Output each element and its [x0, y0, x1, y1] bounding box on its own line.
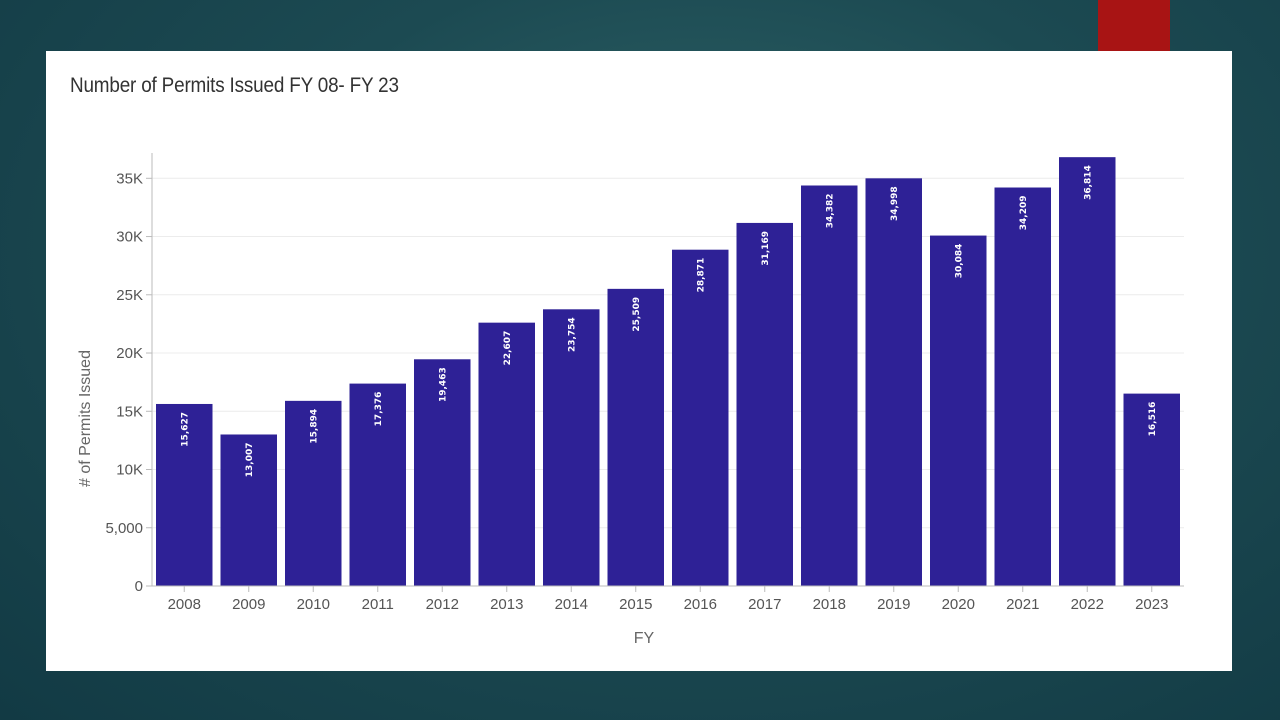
- x-tick-label: 2022: [1071, 596, 1104, 613]
- bar-data-label: 34,998: [890, 186, 900, 221]
- bar-2010: [285, 400, 342, 586]
- bar-data-label: 22,607: [503, 331, 513, 366]
- bar-data-label: 36,814: [1083, 165, 1093, 200]
- y-tick-label: 5,000: [105, 520, 143, 537]
- x-tick-label: 2010: [297, 596, 330, 613]
- bar-data-label: 31,169: [761, 231, 771, 266]
- bar-data-label: 15,627: [180, 412, 190, 447]
- x-tick-label: 2009: [232, 596, 265, 613]
- x-tick-label: 2018: [813, 596, 846, 613]
- x-tick-label: 2008: [168, 596, 201, 613]
- x-tick-label: 2017: [748, 596, 781, 613]
- bar-2017: [736, 222, 793, 586]
- bars: 15,627 13,007 15,894 17,376 19,463 22,607 23,7…: [156, 157, 1180, 586]
- bar-2008: [156, 403, 213, 586]
- y-tick-label: 10K: [116, 462, 143, 479]
- bar-data-label: 30,084: [954, 244, 964, 279]
- x-tick-label: 2021: [1006, 596, 1039, 613]
- y-tick-label: 15K: [116, 403, 143, 420]
- bar-2015: [607, 288, 664, 586]
- bar-data-label: 23,754: [567, 317, 577, 352]
- bar-chart: 15,627 13,007 15,894 17,376 19,463 22,607 23,7…: [77, 153, 1184, 647]
- bar-2019: [865, 178, 922, 586]
- y-tick-label: 25K: [116, 287, 143, 304]
- bar-data-label: 34,209: [1019, 196, 1029, 231]
- y-tick-label: 35K: [116, 170, 143, 187]
- x-tick-label: 2016: [684, 596, 717, 613]
- bar-2021: [994, 187, 1051, 586]
- chart-title: Number of Permits Issued FY 08- FY 23: [70, 74, 399, 97]
- x-tick-label: 2012: [426, 596, 459, 613]
- x-tick-label: 2023: [1135, 596, 1168, 613]
- x-tick-label: 2013: [490, 596, 523, 613]
- bar-data-label: 15,894: [309, 409, 319, 444]
- bar-data-label: 13,007: [245, 442, 255, 477]
- bar-2009: [220, 434, 277, 586]
- bar-2016: [672, 249, 729, 586]
- x-axis-title: FY: [634, 630, 655, 647]
- bar-2018: [801, 185, 858, 586]
- bar-2012: [414, 359, 471, 586]
- x-tick-label: 2014: [555, 596, 588, 613]
- axes: 0 5,000 10K 15K 20K 25K 30K 35K 2008 2009 2010 2011…: [105, 153, 1184, 613]
- chart-card: Number of Permits Issued FY 08- FY 23 15…: [46, 51, 1232, 671]
- bar-data-label: 17,376: [374, 392, 384, 427]
- x-tick-label: 2020: [942, 596, 975, 613]
- bar-2013: [478, 322, 535, 586]
- bar-2011: [349, 383, 406, 586]
- bar-data-label: 25,509: [632, 297, 642, 332]
- bar-2022: [1059, 157, 1116, 586]
- y-tick-label: 30K: [116, 229, 143, 246]
- bar-2023: [1123, 393, 1180, 586]
- bar-data-label: 28,871: [696, 258, 706, 293]
- bar-2020: [930, 235, 987, 586]
- y-axis-title: # of Permits Issued: [77, 350, 94, 487]
- x-tick-label: 2015: [619, 596, 652, 613]
- y-tick-label: 0: [135, 578, 143, 595]
- bar-data-label: 34,382: [825, 193, 835, 228]
- bar-2014: [543, 309, 600, 586]
- y-tick-label: 20K: [116, 345, 143, 362]
- x-tick-label: 2011: [362, 596, 394, 613]
- bar-data-label: 19,463: [438, 367, 448, 402]
- x-tick-label: 2019: [877, 596, 910, 613]
- bar-data-label: 16,516: [1148, 402, 1158, 437]
